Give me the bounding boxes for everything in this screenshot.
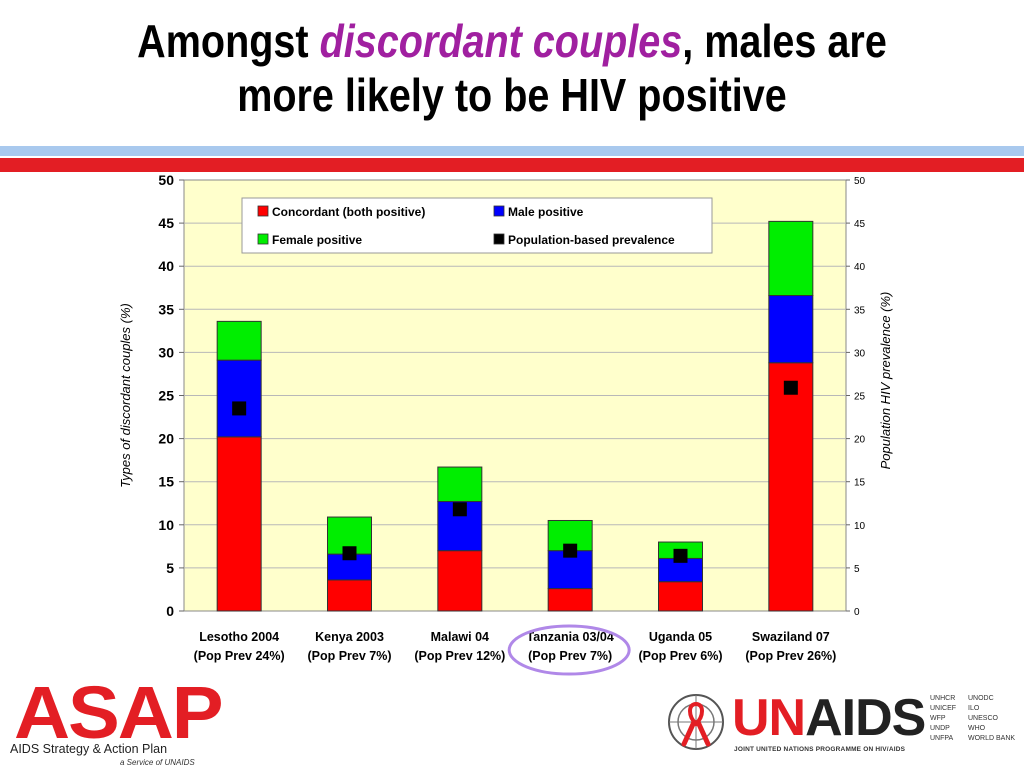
prevalence-marker	[783, 380, 798, 395]
bar-segment	[437, 550, 483, 612]
un-emblem-icon	[668, 694, 724, 750]
title-text-2: , males are	[682, 15, 887, 67]
y2-tick-label: 50	[854, 176, 866, 187]
bar-segment	[768, 362, 814, 612]
y-tick-label: 45	[158, 215, 174, 231]
header-band-red	[0, 158, 1024, 172]
highlight-ellipse	[507, 624, 631, 676]
x-tick-label: Swaziland 07	[752, 630, 830, 644]
y-tick-label: 30	[158, 344, 174, 360]
y-axis-title: Types of discordant couples (%)	[118, 303, 133, 488]
y2-tick-label: 20	[854, 435, 866, 446]
y2-tick-label: 10	[854, 521, 866, 532]
y-tick-label: 50	[158, 172, 174, 188]
y-tick-label: 25	[158, 388, 174, 404]
y2-tick-label: 5	[854, 564, 860, 575]
y-tick-label: 15	[158, 474, 174, 490]
x-tick-label: Uganda 05	[649, 630, 712, 644]
cosponsors-list-1: UNHCR UNICEF WFP UNDP UNFPA	[930, 695, 957, 742]
legend-label: Male positive	[508, 205, 584, 219]
bar-segment	[327, 579, 372, 612]
asap-logo: ASAP AIDS Strategy & Action Plan a Servi…	[8, 671, 248, 768]
y-tick-label: 40	[158, 258, 174, 274]
y-tick-label: 5	[166, 560, 174, 576]
legend-box	[241, 197, 713, 254]
x-tick-sublabel: (Pop Prev 26%)	[745, 649, 836, 663]
x-tick-sublabel: (Pop Prev 7%)	[307, 649, 391, 663]
stacked-bar-chart: 0 0 5 5 10 10 15 15 20 20 25 25 30 30 35 35 40 40 45 45 50 50…	[118, 172, 893, 676]
prevalence-marker	[563, 543, 578, 558]
cosponsors-list-2: UNODC ILO UNESCO WHO WORLD BANK	[968, 695, 1016, 742]
prevalence-marker	[452, 502, 467, 517]
y2-tick-label: 40	[854, 262, 866, 273]
asap-subtitle: AIDS Strategy & Action Plan	[10, 742, 168, 756]
title-line-2: more likely to be HIV positive	[237, 69, 787, 121]
title-text-1: Amongst	[137, 15, 320, 67]
y-tick-label: 20	[158, 431, 174, 447]
y2-tick-label: 25	[854, 392, 866, 403]
x-tick-label: Kenya 2003	[315, 630, 384, 644]
legend-label: Female positive	[272, 233, 362, 247]
y2-tick-label: 0	[854, 607, 860, 618]
prevalence-marker	[232, 401, 247, 416]
legend-swatch	[257, 205, 269, 217]
prevalence-marker	[673, 548, 688, 563]
legend-label: Population-based prevalence	[508, 233, 675, 247]
bar-segment	[658, 581, 703, 612]
legend-label: Concordant (both positive)	[272, 205, 425, 219]
asap-wordmark: ASAP	[14, 671, 224, 754]
bar-segment	[216, 320, 262, 361]
x-tick-sublabel: (Pop Prev 6%)	[638, 649, 722, 663]
legend-swatch	[257, 233, 269, 245]
unaids-subtitle: JOINT UNITED NATIONS PROGRAMME ON HIV/AI…	[734, 746, 906, 753]
bar-segment	[437, 466, 483, 503]
header-band-blue	[0, 146, 1024, 156]
slide-title: Amongst discordant couples, males are mo…	[72, 14, 953, 122]
x-tick-label: Malawi 04	[431, 630, 489, 644]
asap-service-line: a Service of UNAIDS	[120, 758, 195, 767]
bar-segment	[216, 359, 262, 438]
y2-tick-label: 35	[854, 305, 866, 316]
legend-swatch	[493, 205, 505, 217]
bar-segment	[216, 436, 262, 612]
title-line-1: Amongst discordant couples, males are	[72, 14, 953, 68]
y2-tick-label: 15	[854, 478, 866, 489]
bar-segment	[547, 588, 593, 612]
y-tick-label: 35	[158, 301, 174, 317]
y2-tick-label: 30	[854, 348, 866, 359]
y-tick-label: 0	[166, 603, 174, 619]
x-tick-label: Tanzania 03/04	[527, 630, 614, 644]
prevalence-marker	[342, 546, 357, 561]
y2-tick-label: 45	[854, 219, 866, 230]
x-tick-sublabel: (Pop Prev 7%)	[528, 649, 612, 663]
y2-axis-title: Population HIV prevalence (%)	[878, 292, 893, 470]
unaids-wordmark: UNAIDS	[732, 689, 926, 747]
x-tick-sublabel: (Pop Prev 12%)	[414, 649, 505, 663]
x-tick-label: Lesotho 2004	[199, 630, 279, 644]
bar-segment	[768, 220, 814, 297]
y-tick-label: 10	[158, 517, 174, 533]
title-emphasis: discordant couples	[319, 15, 683, 67]
unaids-logo: UNAIDS JOINT UNITED NATIONS PROGRAMME ON…	[664, 688, 1024, 764]
bar-segment	[768, 295, 814, 364]
legend-swatch	[493, 233, 505, 245]
x-tick-sublabel: (Pop Prev 24%)	[194, 649, 285, 663]
